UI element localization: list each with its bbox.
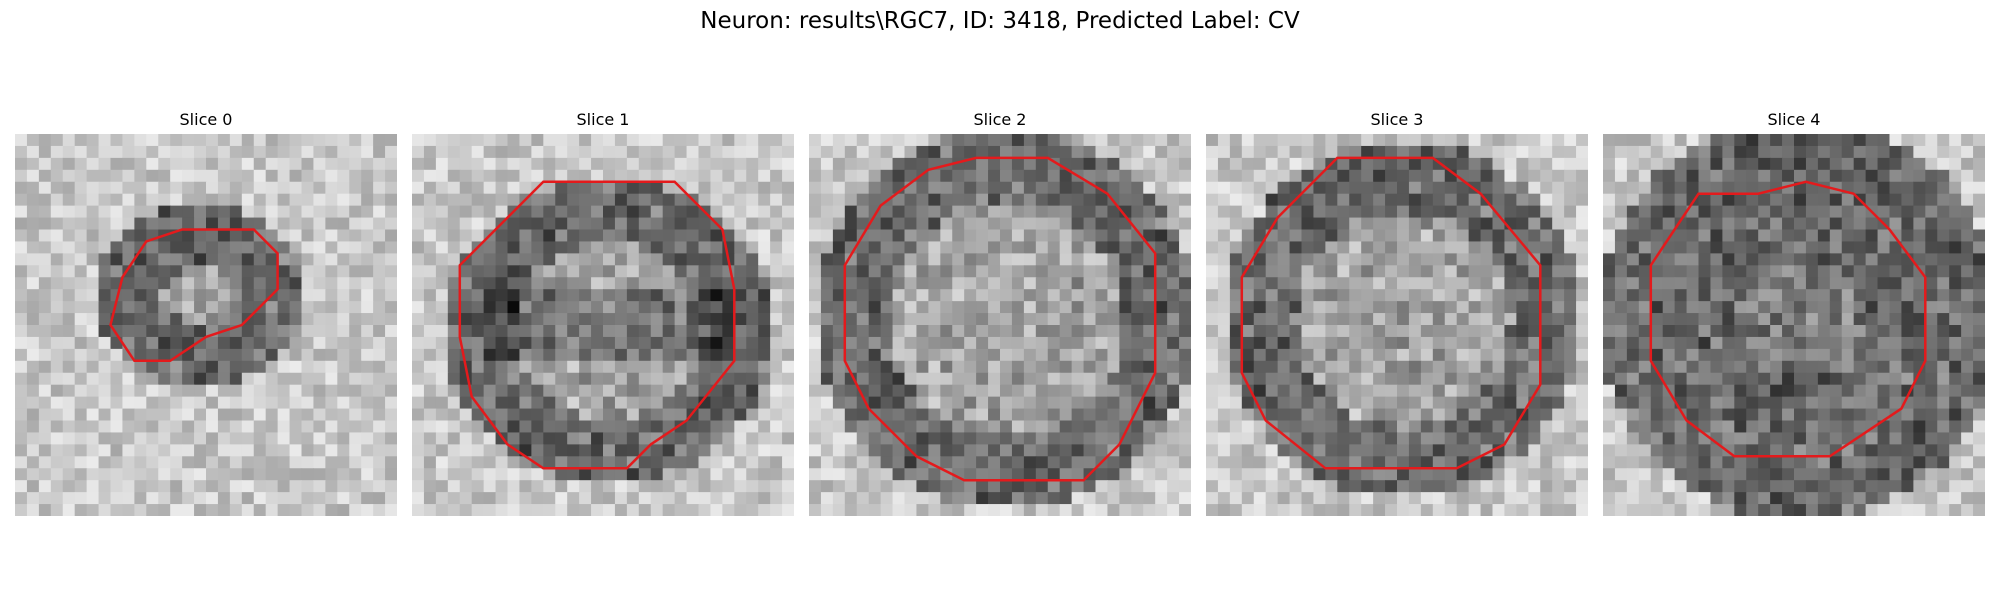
image-pixels xyxy=(412,134,794,516)
cell-contour xyxy=(843,156,1157,482)
slice-panel-4: Slice 4 xyxy=(1603,108,1985,516)
image-pixels xyxy=(15,134,397,516)
slice-image-1 xyxy=(412,134,794,516)
slice-panel-2: Slice 2 xyxy=(809,108,1191,516)
slice-image-0 xyxy=(15,134,397,516)
slice-panel-1: Slice 1 xyxy=(412,108,794,516)
slice-image-2 xyxy=(809,134,1191,516)
image-pixels xyxy=(1206,134,1588,516)
slice-title-3: Slice 3 xyxy=(1370,110,1424,129)
slice-panel-0: Slice 0 xyxy=(15,108,397,516)
slice-title-2: Slice 2 xyxy=(973,110,1027,129)
slice-title-1: Slice 1 xyxy=(576,110,630,129)
image-pixels xyxy=(1603,134,1985,516)
slice-title-0: Slice 0 xyxy=(179,110,233,129)
slice-image-3 xyxy=(1206,134,1588,516)
slice-panel-3: Slice 3 xyxy=(1206,108,1588,516)
figure-title: Neuron: results\RGC7, ID: 3418, Predicte… xyxy=(700,8,1300,34)
slice-title-4: Slice 4 xyxy=(1767,110,1821,129)
cell-contour xyxy=(109,228,279,363)
image-pixels xyxy=(809,134,1191,516)
cell-contour xyxy=(1240,156,1542,470)
cell-contour xyxy=(458,180,736,470)
slice-image-4 xyxy=(1603,134,1985,516)
cell-contour xyxy=(1649,180,1927,458)
